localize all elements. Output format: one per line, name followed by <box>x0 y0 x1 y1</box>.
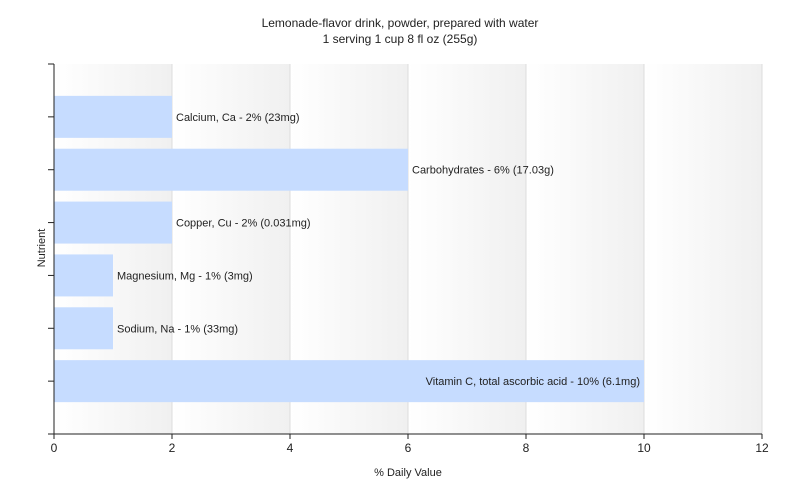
data-labels: Calcium, Ca - 2% (23mg) Carbohydrates - 6… <box>117 112 640 388</box>
y-axis-label: Nutrient <box>36 229 48 268</box>
x-tick-label: 8 <box>523 441 530 455</box>
data-label: Vitamin C, total ascorbic acid - 10% (6.… <box>426 376 640 388</box>
x-tick-label: 0 <box>51 441 58 455</box>
data-label: Carbohydrates - 6% (17.03g) <box>412 165 554 177</box>
chart-title: Lemonade-flavor drink, powder, prepared … <box>261 16 539 30</box>
x-tick-label: 12 <box>755 441 769 455</box>
x-tick-label: 6 <box>405 441 412 455</box>
plot-band <box>644 64 762 434</box>
bar <box>54 307 113 350</box>
bars <box>54 95 644 403</box>
x-axis-label: % Daily Value <box>374 467 442 479</box>
data-label: Magnesium, Mg - 1% (3mg) <box>117 270 253 282</box>
x-tick-label: 4 <box>287 441 294 455</box>
bar <box>54 201 172 244</box>
bar <box>54 148 408 191</box>
x-tick-label: 2 <box>169 441 176 455</box>
data-label: Copper, Cu - 2% (0.031mg) <box>176 218 311 230</box>
bar <box>54 360 644 403</box>
axes: 0 2 4 6 8 10 12 <box>48 63 769 455</box>
data-label: Calcium, Ca - 2% (23mg) <box>176 112 299 124</box>
bar <box>54 95 172 138</box>
x-tick-label: 10 <box>637 441 651 455</box>
chart-title-block: Lemonade-flavor drink, powder, prepared … <box>0 15 800 47</box>
data-label: Sodium, Na - 1% (33mg) <box>117 323 238 335</box>
bar <box>54 254 113 297</box>
chart-subtitle: 1 serving 1 cup 8 fl oz (255g) <box>322 32 478 46</box>
